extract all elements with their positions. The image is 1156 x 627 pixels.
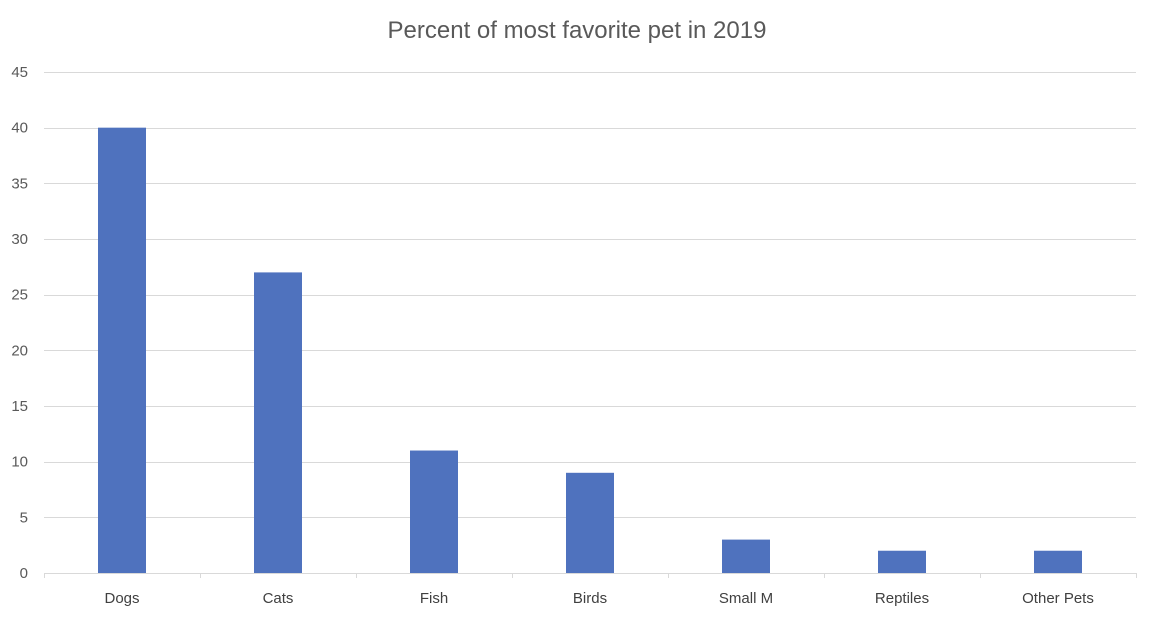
x-category-label: Small M xyxy=(719,590,773,607)
y-tick-label: 25 xyxy=(11,287,28,304)
y-tick-label: 45 xyxy=(11,64,28,81)
bar-fish xyxy=(410,450,458,573)
y-tick-label: 10 xyxy=(11,454,28,471)
y-tick-label: 0 xyxy=(20,565,28,582)
x-category-label: Dogs xyxy=(104,590,139,607)
gridlines xyxy=(44,72,1137,578)
x-category-label: Reptiles xyxy=(875,590,929,607)
bar-cats xyxy=(254,272,302,573)
x-category-label: Cats xyxy=(263,590,294,607)
bar-reptiles xyxy=(878,550,926,573)
bars xyxy=(98,127,1082,574)
bar-dogs xyxy=(98,127,146,574)
y-tick-label: 20 xyxy=(11,342,28,359)
chart-title: Percent of most favorite pet in 2019 xyxy=(388,17,767,44)
y-axis-tick-labels: 0 5 10 15 20 25 30 35 40 45 xyxy=(11,64,28,582)
bar-other-pets xyxy=(1034,550,1082,573)
x-category-label: Other Pets xyxy=(1022,590,1094,607)
x-category-label: Birds xyxy=(573,590,607,607)
bar-small-m xyxy=(722,539,770,573)
y-tick-label: 30 xyxy=(11,231,28,248)
x-axis-category-labels: Dogs Cats Fish Birds Small M Reptiles Other Pe… xyxy=(104,590,1093,607)
bar-birds xyxy=(566,472,614,573)
x-category-label: Fish xyxy=(420,590,448,607)
y-tick-label: 15 xyxy=(11,398,28,415)
y-tick-label: 5 xyxy=(20,509,28,526)
y-tick-label: 40 xyxy=(11,120,28,137)
y-tick-label: 35 xyxy=(11,175,28,192)
